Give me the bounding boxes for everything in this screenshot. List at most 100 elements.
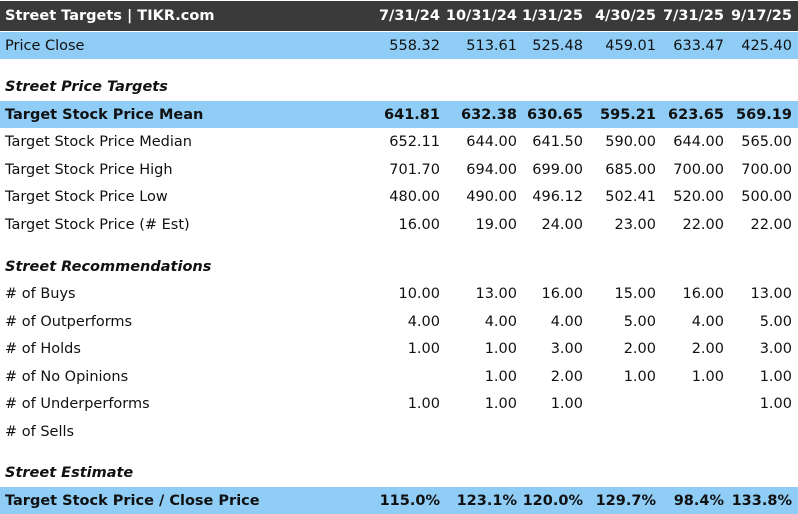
table-cell: 4.00 (407, 313, 440, 330)
table-row-underperforms: # of Underperforms 1.00 1.00 1.00 1.00 (0, 390, 798, 417)
table-cell: 699.00 (532, 161, 583, 178)
table-cell: 641.81 (384, 106, 440, 123)
date-header: 1/31/25 (521, 8, 583, 24)
table-cell: 2.00 (550, 368, 583, 385)
date-header: 10/31/24 (445, 8, 517, 24)
table-cell: 630.65 (527, 106, 583, 123)
table-cell: 3.00 (759, 340, 792, 357)
table-row-price-close: Price Close 558.32 513.61 525.48 459.01 … (0, 32, 798, 59)
table-title: Street Targets | TIKR.com (5, 8, 215, 24)
row-label: # of Outperforms (5, 313, 133, 330)
table-cell: 644.00 (673, 133, 724, 150)
date-header: 9/17/25 (730, 8, 792, 24)
row-label: Target Stock Price High (5, 161, 173, 178)
table-cell: 1.00 (484, 395, 517, 412)
table-cell: 1.00 (484, 368, 517, 385)
table-cell: 3.00 (550, 340, 583, 357)
table-row-outperforms: # of Outperforms 4.00 4.00 4.00 5.00 4.0… (0, 308, 798, 335)
table-row-holds: # of Holds 1.00 1.00 3.00 2.00 2.00 3.00 (0, 335, 798, 362)
table-cell: 115.0% (379, 492, 440, 509)
table-cell: 558.32 (389, 37, 440, 54)
table-cell: 1.00 (759, 368, 792, 385)
table-cell: 595.21 (600, 106, 656, 123)
row-label: Target Stock Price Median (5, 133, 192, 150)
table-cell: 16.00 (682, 285, 724, 302)
table-cell: 22.00 (682, 216, 724, 233)
table-row-target-mean: Target Stock Price Mean 641.81 632.38 63… (0, 101, 798, 128)
table-row-buys: # of Buys 10.00 13.00 16.00 15.00 16.00 … (0, 280, 798, 307)
table-cell: 16.00 (398, 216, 440, 233)
table-cell: 2.00 (623, 340, 656, 357)
table-cell: 652.11 (389, 133, 440, 150)
table-cell: 16.00 (541, 285, 583, 302)
table-cell: 13.00 (475, 285, 517, 302)
table-cell: 129.7% (595, 492, 656, 509)
table-cell: 4.00 (484, 313, 517, 330)
table-row-sells: # of Sells (0, 418, 798, 445)
table-cell: 632.38 (461, 106, 517, 123)
section-title: Street Recommendations (5, 258, 212, 275)
table-cell: 1.00 (691, 368, 724, 385)
table-cell: 590.00 (605, 133, 656, 150)
table-cell: 5.00 (623, 313, 656, 330)
table-cell: 123.1% (456, 492, 517, 509)
table-cell: 13.00 (750, 285, 792, 302)
table-cell: 685.00 (605, 161, 656, 178)
table-cell: 525.48 (532, 37, 583, 54)
row-label: Target Stock Price / Close Price (5, 492, 260, 509)
table-row-target-high: Target Stock Price High 701.70 694.00 69… (0, 156, 798, 183)
row-label: # of Underperforms (5, 395, 150, 412)
table-cell: 701.70 (389, 161, 440, 178)
table-cell: 120.0% (522, 492, 583, 509)
table-cell: 1.00 (484, 340, 517, 357)
row-label: Price Close (5, 37, 85, 54)
table-cell: 694.00 (466, 161, 517, 178)
date-header: 7/31/24 (378, 8, 440, 24)
table-cell: 425.40 (741, 37, 792, 54)
table-cell: 623.65 (668, 106, 724, 123)
table-cell: 4.00 (691, 313, 724, 330)
section-title: Street Price Targets (5, 78, 168, 95)
table-cell: 513.61 (466, 37, 517, 54)
date-header: 7/31/25 (662, 8, 724, 24)
table-cell: 641.50 (532, 133, 583, 150)
table-cell: 1.00 (550, 395, 583, 412)
table-cell: 520.00 (673, 188, 724, 205)
table-row-no-opinions: # of No Opinions 1.00 2.00 1.00 1.00 1.0… (0, 363, 798, 390)
table-cell: 10.00 (398, 285, 440, 302)
table-cell: 633.47 (673, 37, 724, 54)
row-label: Target Stock Price Mean (5, 106, 204, 123)
table-cell: 98.4% (673, 492, 724, 509)
table-cell: 1.00 (623, 368, 656, 385)
table-cell: 490.00 (466, 188, 517, 205)
date-header: 4/30/25 (594, 8, 656, 24)
table-cell: 565.00 (741, 133, 792, 150)
table-cell: 700.00 (741, 161, 792, 178)
table-cell: 5.00 (759, 313, 792, 330)
table-row-target-median: Target Stock Price Median 652.11 644.00 … (0, 128, 798, 155)
table-cell: 15.00 (614, 285, 656, 302)
row-label: # of No Opinions (5, 368, 129, 385)
row-label: Target Stock Price (# Est) (5, 216, 190, 233)
row-label: # of Holds (5, 340, 81, 357)
section-heading-estimate: Street Estimate (0, 459, 798, 486)
table-cell: 502.41 (605, 188, 656, 205)
table-cell: 4.00 (550, 313, 583, 330)
table-cell: 19.00 (475, 216, 517, 233)
table-cell: 496.12 (532, 188, 583, 205)
section-heading-price-targets: Street Price Targets (0, 73, 798, 100)
table-cell: 2.00 (691, 340, 724, 357)
row-label: # of Buys (5, 285, 76, 302)
table-cell: 644.00 (466, 133, 517, 150)
table-cell: 500.00 (741, 188, 792, 205)
table-cell: 133.8% (731, 492, 792, 509)
table-cell: 480.00 (389, 188, 440, 205)
table-cell: 23.00 (614, 216, 656, 233)
section-heading-recommendations: Street Recommendations (0, 253, 798, 280)
table-cell: 22.00 (750, 216, 792, 233)
table-cell: 1.00 (407, 340, 440, 357)
table-row-target-close-ratio: Target Stock Price / Close Price 115.0% … (0, 487, 798, 514)
table-cell: 1.00 (407, 395, 440, 412)
table-row-target-low: Target Stock Price Low 480.00 490.00 496… (0, 183, 798, 210)
